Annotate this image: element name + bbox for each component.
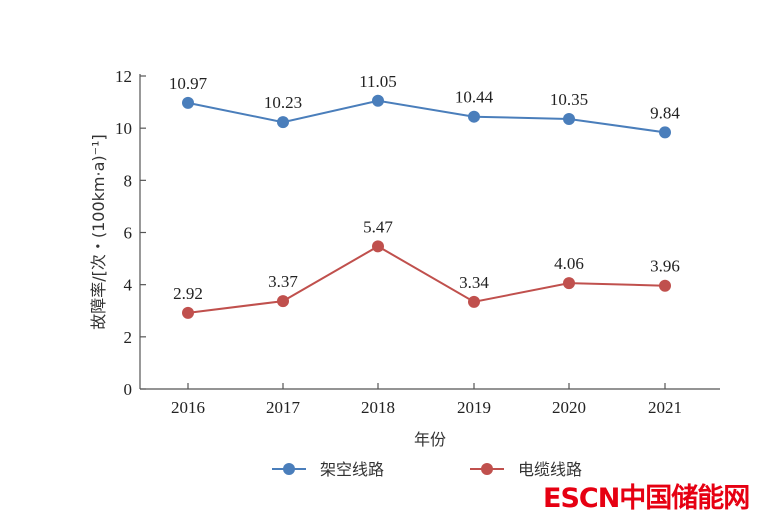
data-label: 4.06 (554, 254, 584, 273)
series-line-0 (187, 99, 666, 134)
legend-marker (283, 463, 295, 475)
y-axis-label: 故障率/[次・(100km·a)⁻¹] (89, 134, 108, 330)
legend-marker (481, 463, 493, 475)
data-label: 11.05 (359, 72, 397, 91)
y-tick-label: 8 (124, 171, 133, 190)
data-label: 2.92 (173, 284, 203, 303)
x-tick-label: 2019 (457, 398, 491, 417)
data-point (659, 279, 671, 292)
data-point (563, 113, 575, 126)
x-tick-label: 2016 (171, 398, 205, 417)
data-point (372, 94, 384, 107)
watermark-logo: ESCN中国储能网 (543, 483, 750, 514)
legend-label: 电缆线路 (518, 460, 582, 479)
x-tick-label: 2018 (361, 398, 395, 417)
y-tick-label: 12 (115, 67, 132, 86)
data-point (372, 240, 384, 253)
data-point (277, 295, 289, 308)
data-point (659, 126, 671, 139)
y-tick-label: 2 (124, 328, 133, 347)
y-tick-label: 0 (124, 380, 133, 399)
data-point (563, 277, 575, 290)
data-label: 10.97 (169, 74, 208, 93)
x-tick-label: 2021 (648, 398, 682, 417)
data-point (182, 96, 194, 109)
data-point (468, 110, 480, 123)
x-axis-label: 年份 (414, 430, 446, 449)
data-label: 3.96 (650, 257, 680, 276)
data-label: 10.35 (550, 90, 588, 109)
y-tick-label: 4 (124, 276, 133, 295)
data-label: 3.34 (459, 273, 489, 292)
data-label: 3.37 (268, 272, 298, 291)
data-label: 5.47 (363, 217, 393, 236)
legend-label: 架空线路 (320, 460, 384, 479)
series-line-1 (187, 245, 666, 314)
y-tick-label: 10 (115, 119, 132, 138)
data-point (277, 116, 289, 129)
data-point (468, 295, 480, 308)
data-label: 10.44 (455, 88, 494, 107)
data-point (182, 306, 194, 319)
data-label: 9.84 (650, 103, 680, 122)
x-tick-label: 2017 (266, 398, 301, 417)
data-label: 10.23 (264, 93, 302, 112)
y-tick-label: 6 (124, 224, 133, 243)
x-tick-label: 2020 (552, 398, 586, 417)
